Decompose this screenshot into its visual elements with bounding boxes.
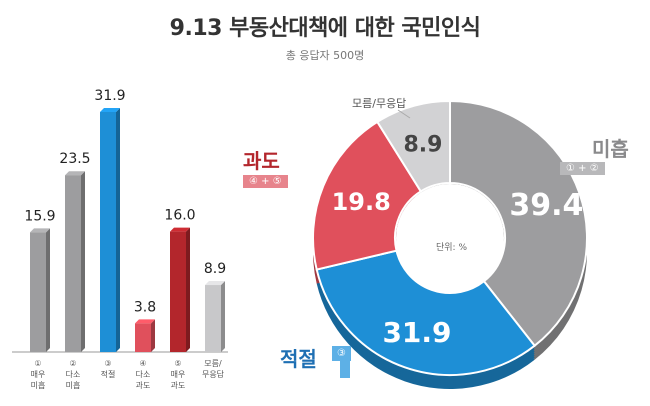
bar-chart: 15.9①매우미흡23.5②다소미흡31.9③적절3.8④다소과도16.0⑤매우… [12,88,228,390]
donut-value-label: 8.9 [403,133,442,158]
bar-category-label: 과도 [171,381,186,390]
donut-slice [312,120,423,271]
bar-category-label: 다소 [66,370,81,379]
bar-category-label: ⑤ [174,359,181,368]
bar-value-label: 16.0 [164,208,195,224]
callout-bar-jeokjeol [340,348,350,378]
bar-category-label: 적절 [101,369,116,379]
slice-label-gwado: 과도 [243,149,280,173]
bar-category-label: 미흡 [31,380,46,390]
donut-value-label: 19.8 [332,188,391,216]
bar-top [100,108,120,112]
bar [135,323,151,352]
bar-top [205,281,225,286]
bar [30,232,46,352]
bar-value-label: 3.8 [134,299,156,315]
bar-side [221,281,225,352]
bar-side [46,228,50,352]
bar-value-label: 8.9 [204,261,226,277]
donut-chart: 39.4 31.9 19.8 8.9 [312,99,588,389]
bar-category-label: 다소 [136,370,151,379]
bar [170,231,186,352]
bar-side [151,319,155,352]
bar-category-label: 미흡 [66,380,81,390]
slice-sub-gwado: ④ + ⑤ [243,175,288,188]
bar [65,175,81,352]
bar-value-label: 23.5 [59,151,90,167]
bar-category-label: 모름/ [204,359,222,368]
bar-category-label: ③ [104,359,111,368]
bar [205,285,221,352]
donut-value-label: 39.4 [509,188,583,223]
donut-slice [449,99,588,348]
bar-category-label: 무응답 [202,369,225,379]
bar-top [65,171,85,176]
slice-label-mihup: 미흡 [592,137,629,161]
donut-unit-label: 단위: % [436,243,468,253]
bar-category-label: 과도 [136,381,151,390]
bar-top [135,319,155,324]
bar-top [30,228,50,233]
bar-side [186,227,190,352]
bar-category-label: ② [69,359,76,368]
bar-top [170,227,190,232]
donut-slice [315,249,537,376]
chart-subtitle: 총 응답자 500명 [285,49,365,62]
callout-line-moreum [397,109,411,119]
chart-title: 9.13 부동산대책에 대한 국민인식 [169,16,481,41]
bar-side [116,108,120,352]
slice-label-jeokjeol: 적절 [280,347,317,371]
donut-value-label: 31.9 [382,316,451,349]
donut-slice [375,99,451,193]
bar-value-label: 15.9 [24,208,55,224]
bar-category-label: 매우 [171,370,186,379]
bar-side [81,171,85,352]
bar-category-label: ④ [139,359,146,368]
donut-hole [396,184,504,292]
bar [100,112,116,352]
bar-category-label: 매우 [31,370,46,379]
slice-sub-mihup: ① + ② [560,162,605,175]
bar-category-label: ① [34,359,41,368]
slice-label-moreum: 모름/무응답 [352,97,407,110]
bar-value-label: 31.9 [94,88,125,104]
slice-sub-jeokjeol: ③ [332,346,351,361]
